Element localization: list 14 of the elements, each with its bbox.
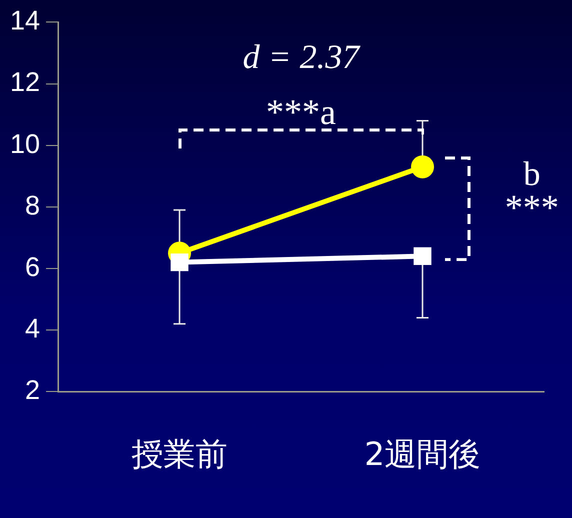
x-tick-label: 2週間後 (364, 435, 481, 474)
point (170, 253, 188, 272)
y-tick-label: 2 (25, 375, 40, 406)
x-tick-label: 授業前 (132, 435, 228, 474)
annotation: ***a (266, 92, 336, 132)
y-tick-label: 4 (25, 313, 40, 344)
y-tick-label: 12 (10, 67, 40, 98)
point (411, 155, 434, 178)
y-tick-label: 8 (25, 190, 40, 220)
y-tick-label: 6 (25, 252, 40, 282)
annotation: d = 2.37 (242, 39, 362, 76)
y-tick-label: 10 (10, 128, 40, 159)
y-tick-label: 14 (10, 6, 40, 36)
point (414, 247, 432, 266)
